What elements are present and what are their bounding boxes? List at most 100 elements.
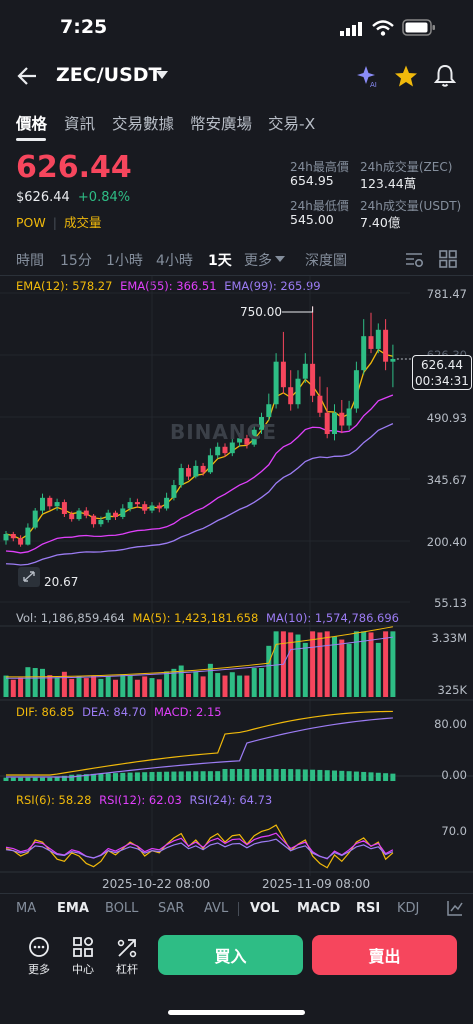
candle — [178, 468, 184, 486]
candle — [259, 416, 264, 430]
leverage-button[interactable]: 杠杆 — [109, 935, 145, 977]
stat-low-value: 545.00 — [290, 212, 334, 227]
macd-histogram-bar — [120, 772, 126, 781]
macd-histogram-bar — [18, 777, 24, 781]
macd-legend: DIF: 86.85 DEA: 84.70 MACD: 2.15 — [16, 705, 222, 719]
volume-bar — [164, 671, 170, 697]
date-label: 2025-11-09 08:00 — [262, 877, 371, 891]
volume-bar — [251, 668, 257, 697]
macd-histogram-bar — [295, 769, 301, 781]
macd-histogram-bar — [40, 777, 45, 781]
candle — [295, 378, 301, 405]
chart-settings-icon[interactable] — [404, 249, 424, 269]
tf-4h[interactable]: 4小時 — [156, 253, 193, 269]
macd-histogram-bar — [105, 773, 111, 781]
expand-icon[interactable] — [18, 567, 40, 587]
stat-high-value: 654.95 — [290, 173, 334, 188]
price-change: +0.84% — [77, 190, 131, 205]
volume-bar — [61, 671, 67, 697]
volume-bar — [149, 678, 155, 697]
tf-more[interactable]: 更多 — [244, 253, 272, 269]
candle — [76, 510, 82, 520]
volume-bar — [10, 679, 16, 697]
tf-15m[interactable]: 15分 — [60, 253, 92, 269]
ind-ema[interactable]: EMA — [57, 901, 89, 916]
chevron-down-icon[interactable] — [156, 71, 168, 80]
ai-sparkle-icon[interactable]: AI — [356, 64, 380, 88]
candle — [280, 361, 286, 388]
pair-title[interactable]: ZEC/USDT — [56, 64, 162, 86]
candle — [332, 412, 337, 435]
candle — [251, 429, 257, 445]
wifi-icon — [372, 20, 394, 36]
candle — [120, 508, 126, 517]
candle — [91, 515, 97, 525]
tab-trading-data[interactable]: 交易數據 — [112, 115, 175, 133]
volume-bar — [120, 674, 126, 697]
more-chevron-icon[interactable] — [275, 256, 285, 263]
volume-bar — [237, 675, 243, 697]
volume-bar — [390, 631, 396, 697]
tag-row: POW | 成交量 — [16, 215, 102, 230]
tf-1d[interactable]: 1天 — [208, 253, 232, 269]
tf-1h[interactable]: 1小時 — [106, 253, 143, 269]
volume-bar — [113, 679, 118, 697]
macd-histogram-bar — [390, 773, 396, 781]
volume-bar — [332, 636, 337, 697]
back-arrow-icon[interactable] — [16, 65, 40, 87]
favorite-star-icon[interactable] — [394, 64, 418, 88]
candle — [3, 533, 9, 541]
tab-square[interactable]: 幣安廣場 — [190, 115, 253, 133]
price-axis-label: 55.13 — [434, 596, 467, 610]
stat-vol-usdt-value: 7.40億 — [360, 215, 401, 230]
macd-histogram-bar — [273, 769, 279, 781]
more-button[interactable]: 更多 — [21, 935, 57, 977]
volume-bar — [361, 631, 367, 697]
buy-button[interactable]: 買入 — [158, 935, 303, 975]
candle — [229, 442, 235, 454]
volume-bar — [244, 675, 250, 697]
center-grid-icon — [73, 937, 93, 957]
candle — [127, 502, 133, 509]
macd-histogram-bar — [346, 771, 352, 781]
tf-time[interactable]: 時間 — [16, 253, 44, 269]
volume-bar — [383, 631, 389, 697]
tf-depth[interactable]: 深度圖 — [305, 253, 347, 269]
ema12-label: EMA(12): 578.27 — [16, 279, 113, 293]
macd-histogram-bar — [32, 777, 38, 781]
ind-macd[interactable]: MACD — [297, 901, 341, 916]
ind-sar[interactable]: SAR — [158, 901, 185, 916]
tag-pow[interactable]: POW — [16, 215, 46, 230]
tab-price[interactable]: 價格 — [16, 115, 48, 133]
indicator-chart-icon[interactable] — [446, 899, 464, 917]
tab-trade-x[interactable]: 交易-X — [268, 115, 316, 133]
ind-ma[interactable]: MA — [16, 901, 37, 916]
candle — [40, 497, 45, 511]
macd-histogram-bar — [76, 774, 82, 781]
vol-ma10-line — [5, 636, 393, 679]
volume-bar — [310, 631, 316, 697]
candlestick-chart[interactable] — [0, 276, 473, 876]
volume-bar — [368, 632, 374, 697]
bell-icon[interactable] — [433, 63, 457, 89]
ema12-line — [5, 348, 394, 541]
tab-info[interactable]: 資訊 — [64, 115, 96, 133]
volume-bar — [47, 675, 53, 697]
sell-button[interactable]: 賣出 — [312, 935, 457, 975]
ind-rsi[interactable]: RSI — [356, 901, 381, 916]
low-marker: 20.67 — [44, 575, 79, 589]
ema55-label: EMA(55): 366.51 — [120, 279, 217, 293]
ind-vol[interactable]: VOL — [250, 901, 280, 916]
ind-avl[interactable]: AVL — [204, 901, 229, 916]
tag-volume[interactable]: 成交量 — [63, 215, 102, 230]
macd-histogram-bar — [171, 771, 177, 781]
macd-histogram-bar — [113, 773, 118, 781]
candle — [361, 336, 367, 371]
center-button[interactable]: 中心 — [65, 935, 101, 977]
ind-boll[interactable]: BOLL — [105, 901, 139, 916]
candle — [193, 465, 199, 477]
macd-histogram-bar — [383, 773, 389, 781]
volume-bar — [222, 675, 228, 697]
layout-grid-icon[interactable] — [438, 249, 458, 269]
ind-kdj[interactable]: KDJ — [397, 901, 420, 916]
